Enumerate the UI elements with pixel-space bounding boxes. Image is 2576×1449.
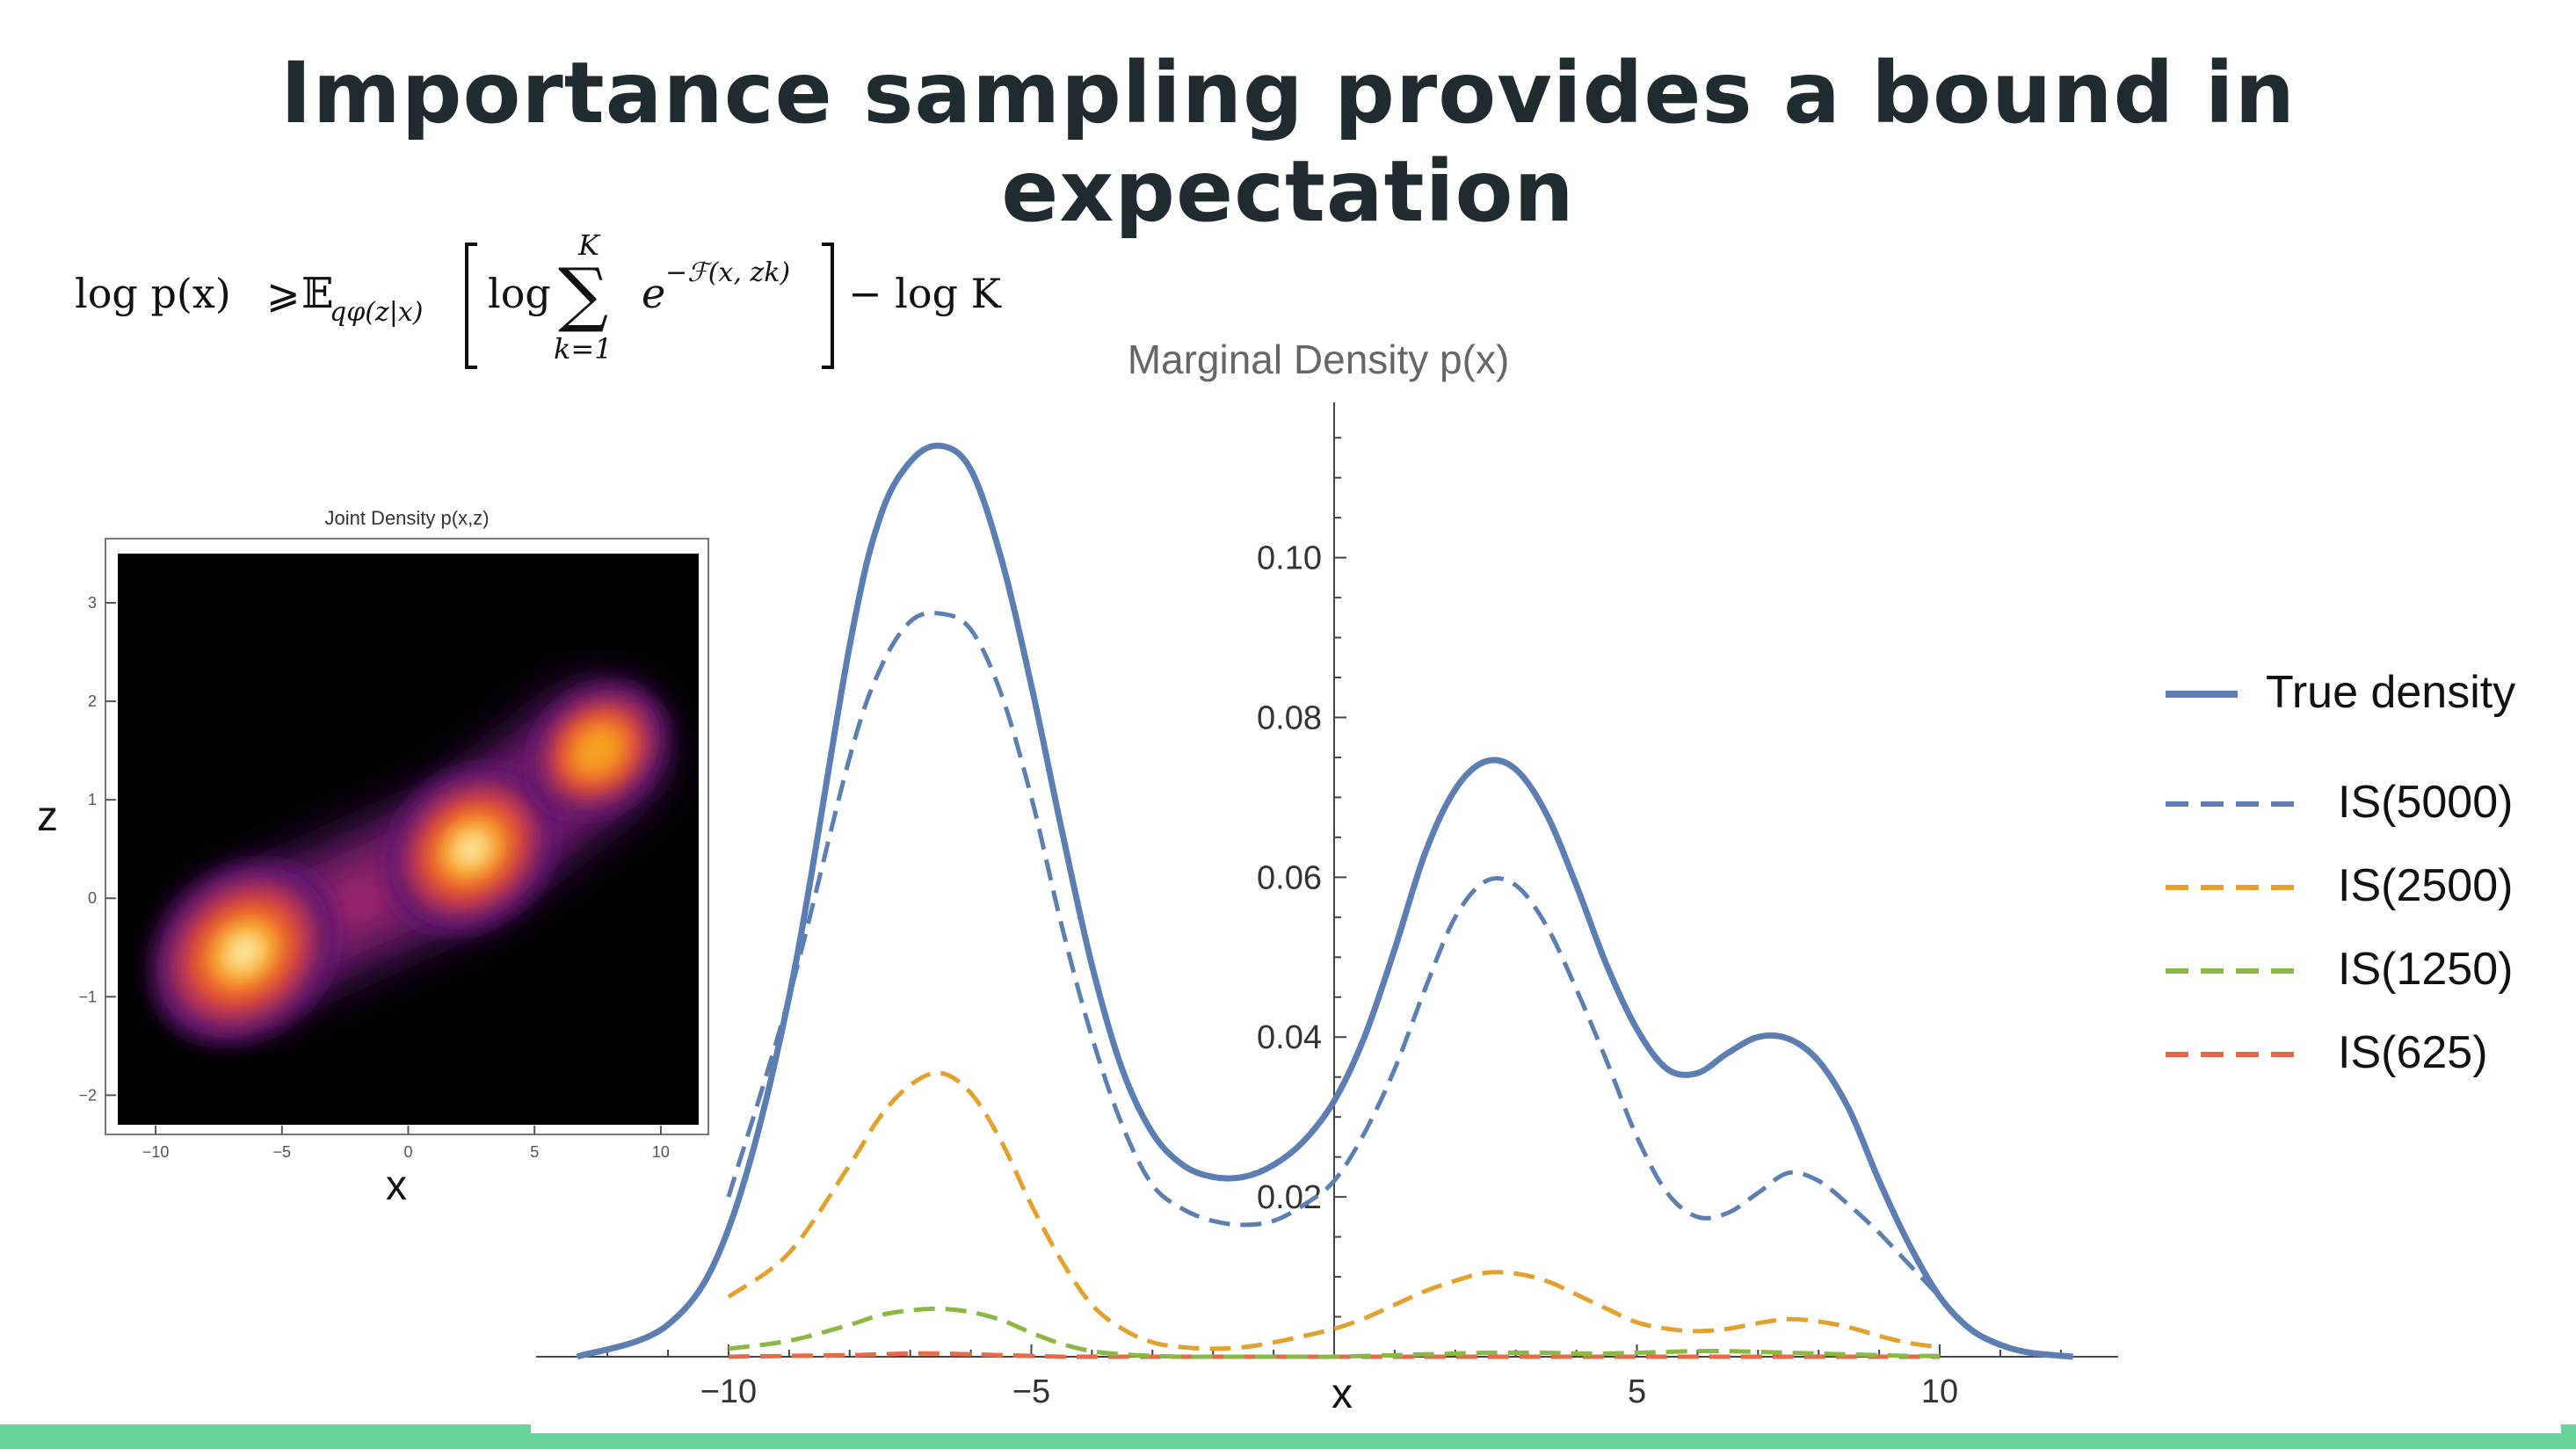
legend-item-is2500: IS(2500)	[2162, 852, 2566, 936]
legend-item-is5000: IS(5000)	[2162, 769, 2566, 852]
marginal-xtick-label: 5	[1628, 1373, 1646, 1410]
legend-swatch	[2166, 1052, 2299, 1057]
marginal-xtick-label: −10	[700, 1373, 757, 1410]
legend-swatch	[2166, 691, 2238, 698]
joint-ytick-label: −1	[78, 988, 97, 1005]
marginal-ytick-label: 0.08	[1257, 699, 1322, 736]
marginal-xtick-label: 10	[1921, 1373, 1958, 1410]
right-bracket	[822, 243, 834, 369]
joint-mode-1-layer-4	[452, 830, 490, 868]
joint-xtick-label: 0	[403, 1143, 412, 1161]
joint-xlabel: x	[386, 1163, 407, 1208]
formula-expectation: 𝔼	[301, 269, 334, 318]
series-is-2500--line	[727, 1070, 1941, 1351]
legend-swatch	[2166, 801, 2299, 807]
chart-legend: True density IS(5000) IS(2500) IS(1250) …	[2162, 659, 2566, 1103]
legend-label: True density	[2266, 667, 2516, 718]
marginal-density-svg: Marginal Density p(x) −10 −5 5 100.020.040.…	[536, 337, 2118, 1417]
left-bracket	[465, 243, 477, 369]
joint-xtick-label: 5	[530, 1143, 539, 1161]
formula-minus-logk: − log K	[848, 270, 1003, 317]
joint-xtick-label: −10	[142, 1143, 170, 1161]
bottom-white-strip	[531, 1424, 2561, 1433]
marginal-ytick-label: 0.10	[1257, 540, 1322, 577]
exp-base: e	[642, 270, 665, 317]
joint-ytick-label: −2	[78, 1086, 97, 1104]
exp-power: −ℱ(x, zk)	[665, 257, 790, 288]
sum-symbol: ∑	[558, 253, 608, 335]
marginal-density-chart: Marginal Density p(x) −10 −5 5 10 0.02 0.04 0.…	[527, 334, 2576, 1441]
joint-mode-0-layer-4	[223, 932, 265, 973]
legend-item-is625: IS(625)	[2162, 1019, 2566, 1103]
legend-label: IS(2500)	[2338, 860, 2514, 911]
joint-ytick-label: 2	[88, 692, 97, 710]
formula-log: log	[488, 270, 551, 317]
joint-ylabel: z	[37, 793, 58, 840]
marginal-title: Marginal Density p(x)	[1128, 337, 1510, 382]
marginal-ytick-label: 0.04	[1257, 1019, 1322, 1056]
legend-item-is1250: IS(1250)	[2162, 936, 2566, 1019]
bound-formula: log p(x) ⩾ 𝔼 qφ(z|x) log K ∑ k=1 e −ℱ(x,…	[75, 220, 1068, 406]
joint-xtick-label: 10	[652, 1143, 670, 1161]
joint-xtick-label: −5	[273, 1143, 292, 1161]
joint-ytick-label: 3	[88, 594, 97, 612]
legend-item-true-density: True density	[2162, 659, 2566, 743]
formula-lhs: log p(x)	[75, 270, 231, 317]
joint-ytick-label: 0	[88, 889, 97, 907]
legend-swatch	[2166, 885, 2299, 890]
legend-label: IS(5000)	[2338, 777, 2514, 828]
formula-svg: log p(x) ⩾ 𝔼 qφ(z|x) log K ∑ k=1 e −ℱ(x,…	[75, 228, 1003, 369]
series-is-1250--line	[728, 1306, 1941, 1359]
joint-ytick-label: 1	[88, 791, 97, 808]
joint-density-chart: Joint Density p(x,z) −10 −5 0 5 10 −2 −1 0 1 2 3 x…	[35, 505, 721, 1209]
sum-upper-limit: K	[577, 228, 601, 262]
marginal-ytick-label: 0.06	[1257, 859, 1322, 896]
legend-label: IS(1250)	[2338, 944, 2514, 995]
slide-title: Importance sampling provides a bound in …	[279, 44, 2297, 241]
marginal-xtick-label: −5	[1012, 1373, 1050, 1410]
series-true-density-line	[576, 442, 2074, 1360]
joint-mode-2-layer-3	[570, 723, 626, 778]
series-is-5000--line	[726, 611, 1941, 1299]
legend-label: IS(625)	[2338, 1027, 2488, 1078]
formula-relation: ⩾	[266, 270, 301, 317]
legend-swatch	[2166, 968, 2299, 974]
formula-expectation-subscript: qφ(z|x)	[330, 297, 423, 328]
joint-title: Joint Density p(x,z)	[324, 507, 489, 529]
marginal-xlabel: x	[1332, 1371, 1353, 1417]
sum-lower-limit: k=1	[554, 332, 613, 366]
